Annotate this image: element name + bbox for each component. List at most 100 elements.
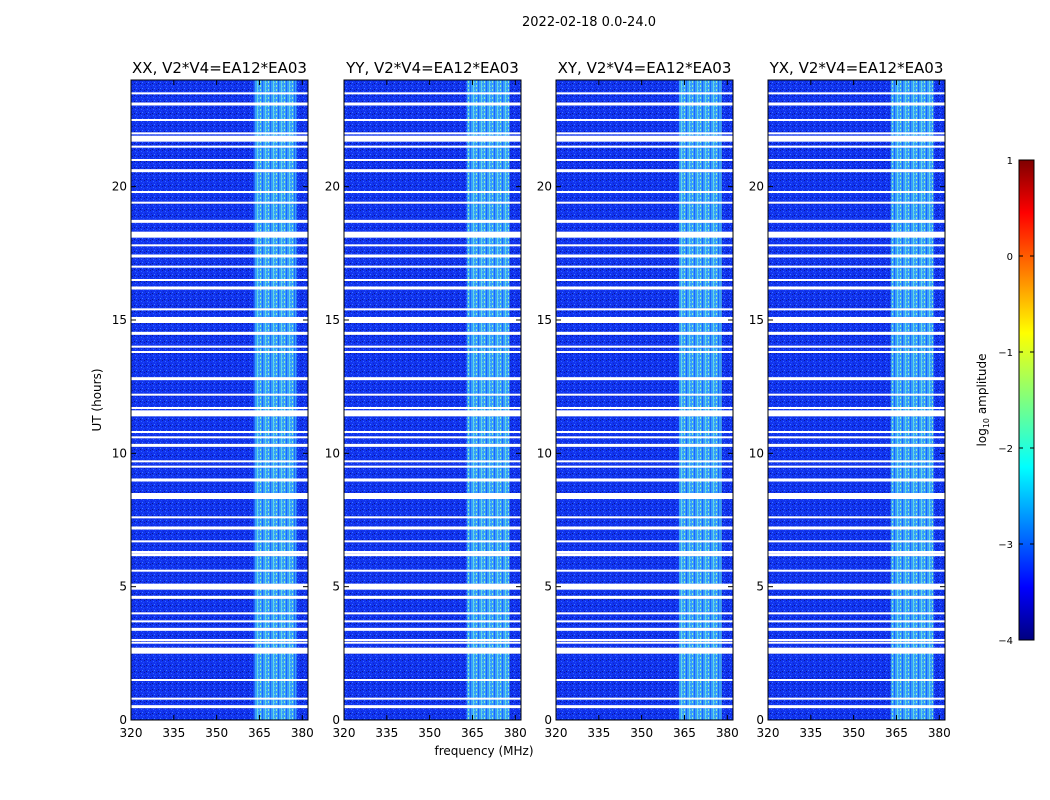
flagged-row [131,308,308,311]
flagged-row [556,279,733,281]
flagged-row [768,647,945,654]
flagged-row [131,265,308,268]
flagged-row [344,244,521,247]
flagged-row [344,377,521,381]
flagged-row [556,620,733,623]
panel-xx: XX, V2*V4=EA12*EA03 320 335 350 365 380 0 5 10 15… [112,59,314,740]
flagged-row [556,627,733,631]
flagged-row [556,583,733,590]
flagged-row [344,465,521,468]
flagged-row [131,393,308,396]
panel-title: XX, V2*V4=EA12*EA03 [132,59,307,77]
flagged-row [344,627,521,631]
flagged-row [131,493,308,499]
flagged-row [344,595,521,599]
rfi-band [890,80,934,720]
flagged-row [556,159,733,161]
panel-frame [555,79,734,721]
flagged-row [768,345,945,348]
panel-xy: XY, V2*V4=EA12*EA03 320 335 350 365 380 0 5 10 15… [537,59,739,740]
flagged-row [131,620,308,623]
flagged-row [768,191,945,193]
flagged-row [768,331,945,335]
flagged-row [131,279,308,281]
flagged-row [344,201,521,204]
flagged-row [344,620,521,623]
flagged-row [344,132,521,135]
flagged-row [768,478,945,482]
flagged-row [556,135,733,142]
x-tick-label: 335 [587,726,610,740]
flagged-row [344,265,521,268]
flagged-row [131,553,308,557]
flagged-row [131,551,308,553]
flagged-row [344,647,521,654]
flagged-row [131,169,308,173]
flagged-row [768,443,945,447]
x-tick-label: 320 [545,726,568,740]
flagged-row [556,308,733,311]
flagged-row [131,431,308,433]
flagged-row [344,493,521,499]
flagged-row [131,145,308,148]
flagged-row [344,583,521,590]
flagged-row [768,436,945,439]
flagged-row [768,410,945,417]
flagged-row [131,639,308,641]
y-tick-label: 5 [119,580,127,594]
panel-frame [130,79,309,721]
flagged-row [344,410,521,417]
x-tick-label: 320 [333,726,356,740]
flagged-row [131,191,308,193]
colorbar-tick-label: −3 [998,540,1013,551]
flagged-row [768,460,945,463]
y-tick-label: 5 [756,580,764,594]
panel-title: XY, V2*V4=EA12*EA03 [558,59,732,77]
flagged-row [344,92,521,95]
flagged-row [768,679,945,681]
x-tick-label: 365 [673,726,696,740]
flagged-row [768,583,945,590]
flagged-row [131,351,308,353]
flagged-row [131,231,308,238]
x-tick-label: 380 [504,726,527,740]
flagged-row [556,132,733,135]
rfi-band [678,80,722,720]
flagged-row [344,612,521,615]
flagged-row [768,351,945,353]
flagged-row [344,641,521,644]
flagged-row [768,540,945,543]
flagged-row [131,244,308,247]
flagged-row [131,135,308,142]
flagged-row [344,393,521,396]
flagged-row [344,279,521,281]
flagged-row [344,231,521,238]
flagged-row [131,705,308,709]
flagged-row [556,705,733,709]
flagged-row [556,478,733,482]
flagged-row [344,159,521,161]
flagged-row [131,410,308,417]
flagged-row [131,92,308,95]
flagged-row [344,219,521,223]
flagged-row [344,553,521,557]
x-tick-label: 365 [885,726,908,740]
x-tick-label: 365 [248,726,271,740]
flagged-row [556,377,733,381]
y-axis-label: UT (hours) [90,368,104,431]
x-tick-label: 335 [799,726,822,740]
flagged-row [768,551,945,553]
flagged-row [556,345,733,348]
flagged-row [556,569,733,572]
y-tick-label: 0 [332,713,340,727]
flagged-row [556,595,733,599]
flagged-row [768,132,945,135]
x-tick-label: 380 [291,726,314,740]
rfi-band [466,80,510,720]
flagged-row [768,697,945,700]
flagged-row [768,265,945,268]
flagged-row [131,436,308,439]
x-tick-label: 350 [418,726,441,740]
flagged-row [556,551,733,553]
